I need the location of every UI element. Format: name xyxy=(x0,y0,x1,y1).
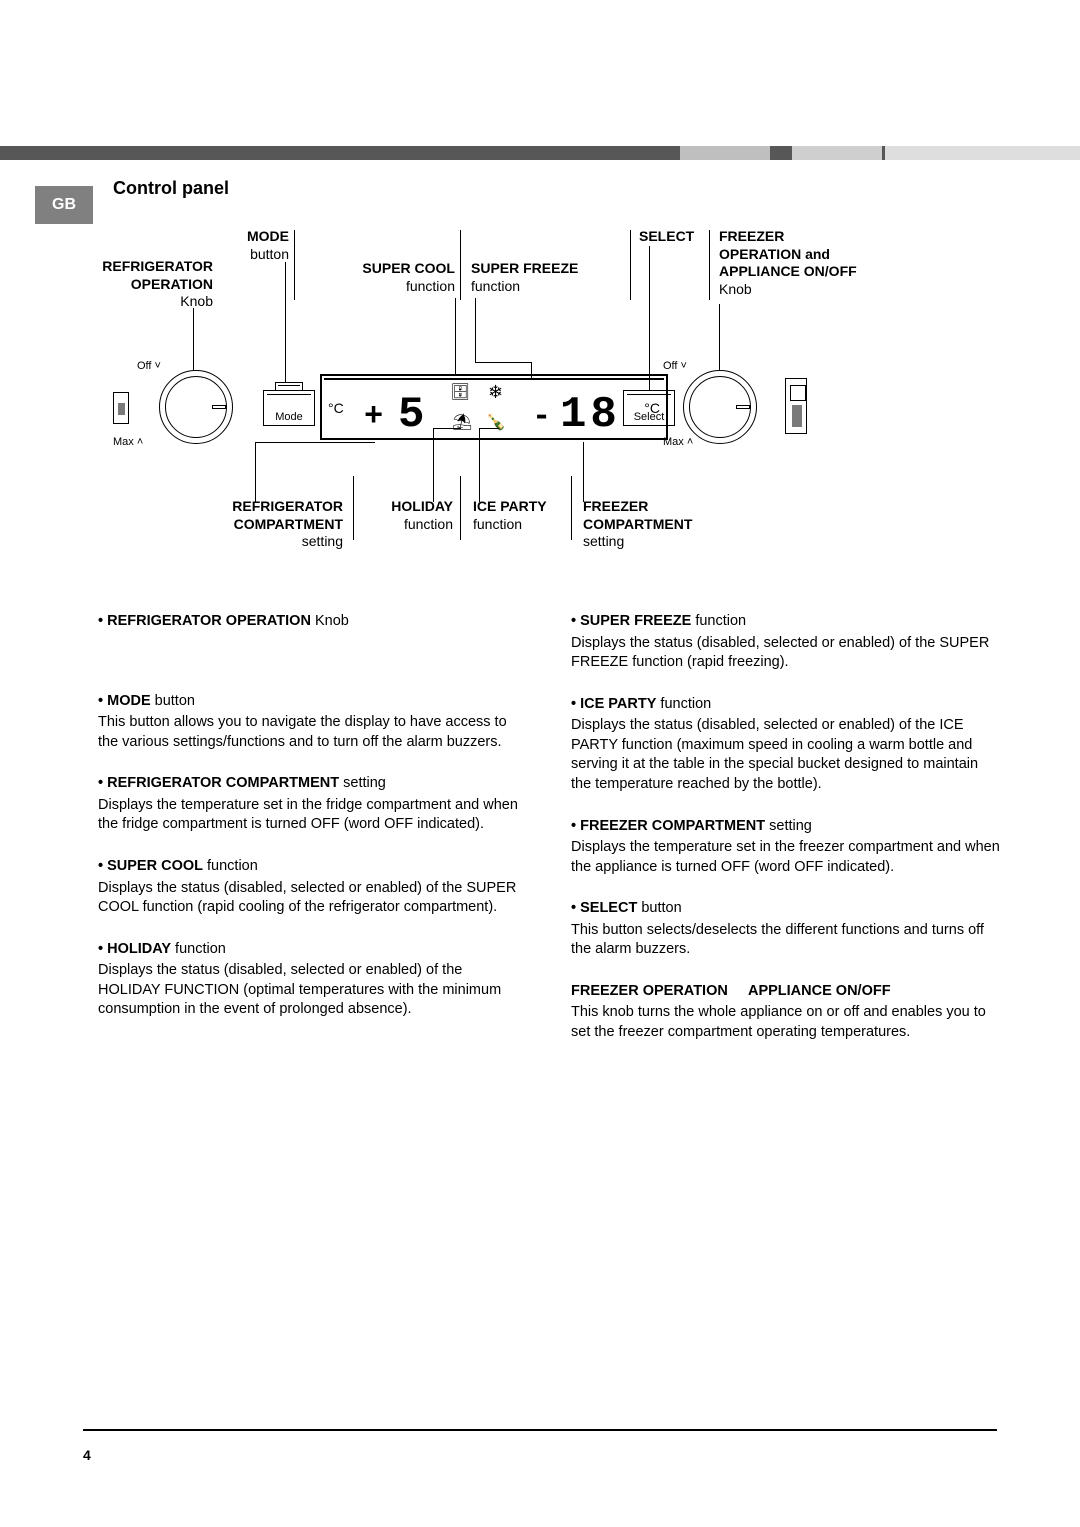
super-cool-icon: 🗄 xyxy=(450,382,470,402)
bullet-item: • SUPER FREEZE functionDisplays the stat… xyxy=(571,612,1000,673)
degc-left: °C xyxy=(328,400,344,416)
left-socket-icon xyxy=(113,392,129,424)
page-title: Control panel xyxy=(113,178,229,199)
mode-button-icon: Mode xyxy=(263,390,315,426)
leader-line xyxy=(193,308,194,370)
mode-button-tab-icon xyxy=(275,382,303,390)
leader-line xyxy=(583,442,584,502)
label-holiday: HOLIDAY function xyxy=(363,498,453,533)
label-select: SELECT xyxy=(639,228,694,246)
knob-max-label: Max xyxy=(663,436,693,448)
minus-sign: - xyxy=(532,398,551,435)
leader-line xyxy=(255,442,256,502)
holiday-icon: ⛱ xyxy=(452,412,472,432)
leader-line xyxy=(475,362,531,363)
divider xyxy=(460,476,461,540)
knob-off-label: Off xyxy=(137,360,161,372)
divider xyxy=(709,230,710,300)
label-freezer-compartment: FREEZER COMPARTMENT setting xyxy=(583,498,692,551)
refrigerator-knob-icon xyxy=(159,370,233,444)
page-number: 4 xyxy=(83,1447,91,1463)
freezer-temp: 18 xyxy=(560,390,621,440)
bullet-item: • SELECT buttonThis button selects/desel… xyxy=(571,899,1000,960)
divider xyxy=(353,476,354,540)
leader-line xyxy=(719,304,720,370)
knob-max-label: Max xyxy=(113,436,143,448)
label-mode: MODE button xyxy=(229,228,289,263)
left-column: • REFRIGERATOR OPERATION Knob • MODE butt… xyxy=(98,612,527,1065)
divider xyxy=(460,230,461,300)
leader-line xyxy=(285,262,286,382)
leader-line xyxy=(475,298,476,362)
leader-line xyxy=(433,428,434,502)
label-super-freeze: SUPER FREEZE function xyxy=(471,260,578,295)
control-panel-diagram: REFRIGERATOR OPERATION Knob MODE button … xyxy=(83,218,943,558)
header-accent-1 xyxy=(680,146,770,160)
divider xyxy=(294,230,295,300)
header-accent-2 xyxy=(792,146,882,160)
freezer-operation-note: FREEZER OPERATION APPLIANCE ON/OFFThis k… xyxy=(571,982,1000,1043)
leader-line xyxy=(479,428,499,429)
freezer-knob-icon xyxy=(683,370,757,444)
divider xyxy=(630,230,631,300)
lcd-display-icon: °C + 5 🗄 ❄ ⛱ 🍾 - 18 °C xyxy=(320,374,668,440)
leader-line xyxy=(255,442,375,443)
leader-line xyxy=(649,246,650,390)
divider xyxy=(571,476,572,540)
right-column: • SUPER FREEZE functionDisplays the stat… xyxy=(571,612,1000,1065)
bullet-item: • HOLIDAY functionDisplays the status (d… xyxy=(98,940,527,1020)
label-refrigerator-operation: REFRIGERATOR OPERATION Knob xyxy=(83,258,213,311)
bullet-item: • ICE PARTY functionDisplays the status … xyxy=(571,695,1000,795)
select-button-icon: Select xyxy=(623,390,675,426)
leader-line xyxy=(455,298,456,374)
plus-sign: + xyxy=(364,398,383,435)
bullet-item: • REFRIGERATOR OPERATION Knob xyxy=(98,612,527,632)
knob-off-label: Off xyxy=(663,360,687,372)
label-freezer-operation: FREEZER OPERATION and APPLIANCE ON/OFF K… xyxy=(719,228,857,298)
bullet-item: • MODE buttonThis button allows you to n… xyxy=(98,692,527,753)
label-refrigerator-compartment: REFRIGERATOR COMPARTMENT setting xyxy=(183,498,343,551)
bullet-item: • REFRIGERATOR COMPARTMENT settingDispla… xyxy=(98,774,527,835)
snowflake-icon: ❄ xyxy=(488,382,503,403)
bullet-item: • FREEZER COMPARTMENT settingDisplays th… xyxy=(571,817,1000,878)
bullet-item: • SUPER COOL functionDisplays the status… xyxy=(98,857,527,918)
label-super-cool: SUPER COOL function xyxy=(305,260,455,295)
bottom-rule xyxy=(83,1429,997,1431)
fridge-temp: 5 xyxy=(398,390,424,440)
leader-line xyxy=(433,428,461,429)
description-columns: • REFRIGERATOR OPERATION Knob • MODE butt… xyxy=(98,612,1000,1065)
header-accent-3 xyxy=(885,146,1080,160)
ice-party-icon: 🍾 xyxy=(486,412,506,432)
leader-line xyxy=(479,428,480,502)
right-socket-icon xyxy=(785,378,807,434)
label-ice-party: ICE PARTY function xyxy=(473,498,547,533)
header-bar xyxy=(0,146,1080,160)
